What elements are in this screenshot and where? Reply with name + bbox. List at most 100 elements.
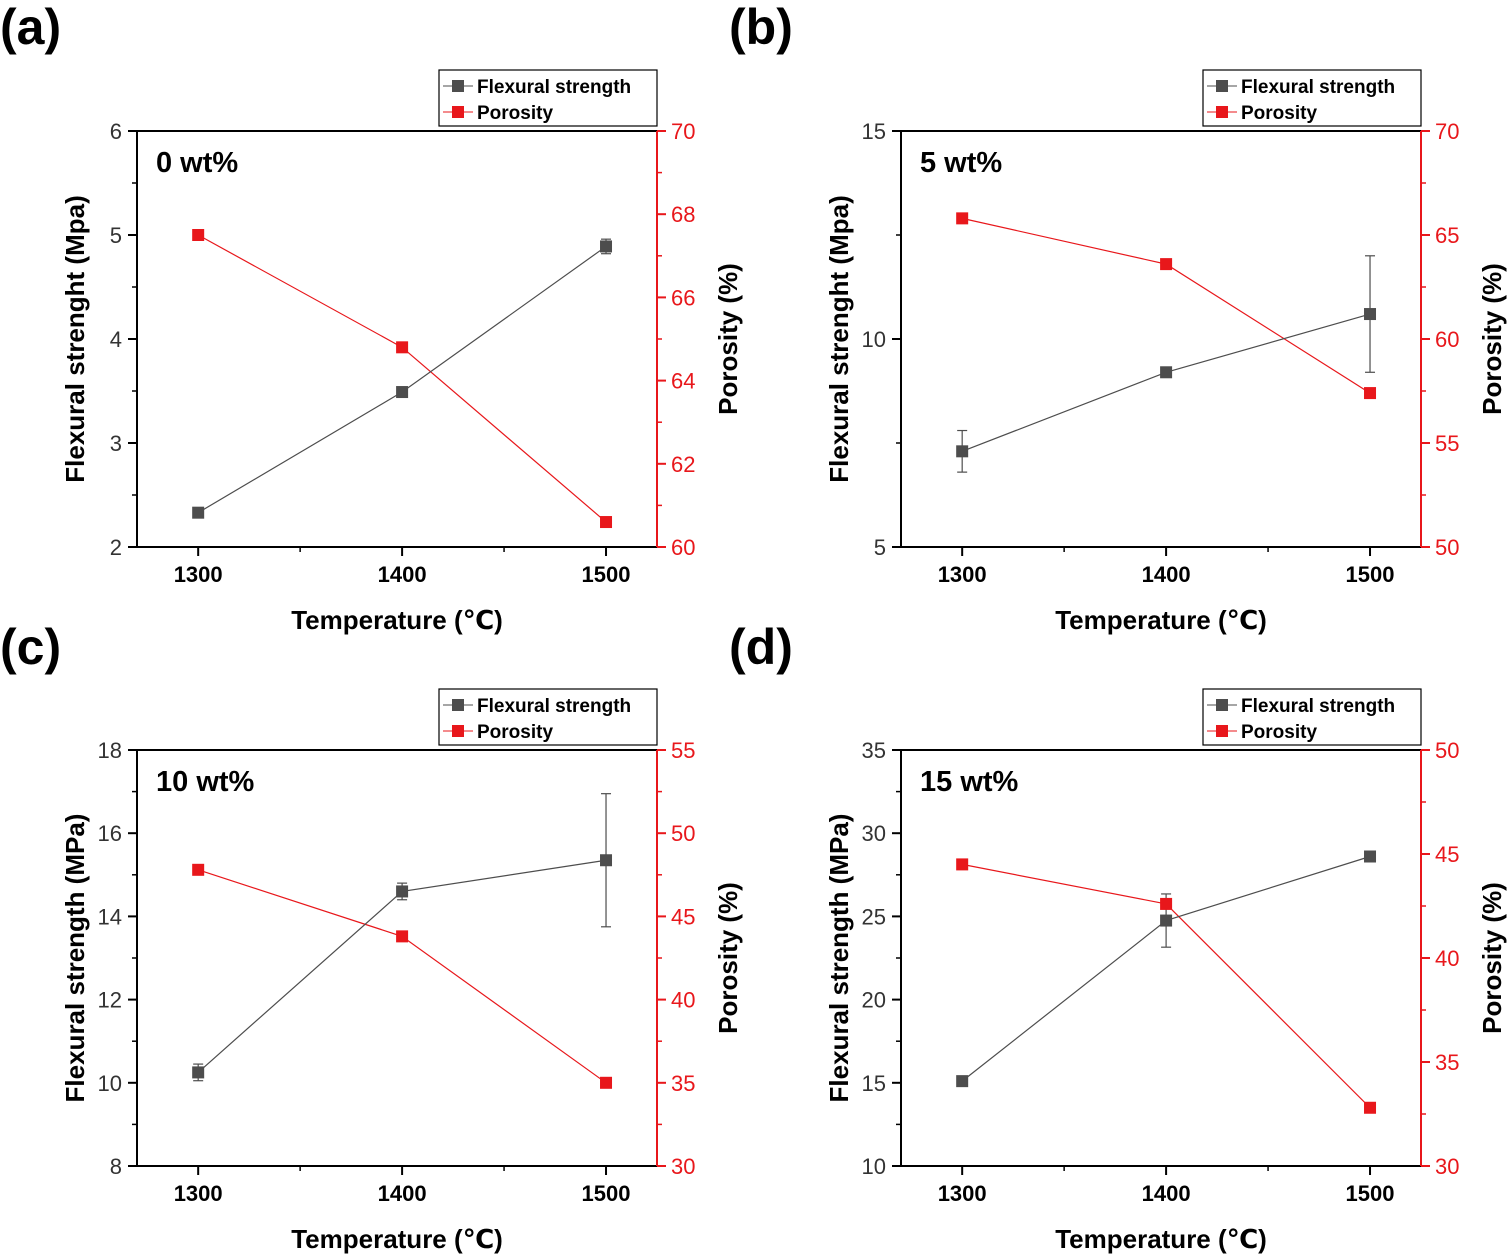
y-tick-label: 5 — [874, 535, 886, 560]
y-tick-label: 3 — [110, 431, 122, 456]
x-tick-label: 1300 — [938, 1181, 987, 1206]
y2-tick-label: 40 — [671, 988, 695, 1013]
y2-tick-label: 40 — [1435, 946, 1459, 971]
y-tick-label: 12 — [98, 988, 122, 1013]
legend-marker — [452, 725, 464, 737]
y2-tick-label: 68 — [671, 202, 695, 227]
chart-panel-1: (a) 1300 1400 1500 2 3 4 5 6 60 62 64 66 68 70 Temperat… — [0, 0, 743, 635]
y2-tick-label: 50 — [671, 821, 695, 846]
y-tick-label: 15 — [862, 1071, 886, 1096]
x-tick-label: 1300 — [174, 562, 223, 587]
x-tick-label: 1400 — [378, 562, 427, 587]
legend-item-porosity: Porosity — [477, 103, 553, 124]
porosity-point — [956, 212, 969, 225]
legend-marker — [452, 106, 464, 118]
y-axis-label: Flexural strength (MPa) — [824, 814, 854, 1103]
y-tick-label: 4 — [110, 327, 122, 352]
chart-panel-4: (d) 1300 1400 1500 10 15 20 25 30 35 30 35 40 45 50 Tem… — [729, 619, 1507, 1254]
y2-axis-label: Porosity (%) — [1477, 263, 1507, 415]
legend: Flexural strength Porosity — [438, 688, 658, 746]
porosity-point — [956, 858, 969, 871]
x-tick-label: 1500 — [1346, 1181, 1395, 1206]
composition-annotation: 10 wt% — [156, 766, 255, 798]
legend-marker — [1216, 106, 1228, 118]
y2-tick-label: 64 — [671, 369, 695, 394]
x-tick-label: 1300 — [174, 1181, 223, 1206]
legend: Flexural strength Porosity — [1202, 69, 1422, 127]
flexural-strength-point — [1364, 850, 1377, 863]
x-axis-label: Temperature (℃) — [291, 605, 503, 635]
legend-box — [438, 688, 658, 746]
y-tick-label: 10 — [862, 327, 886, 352]
y-tick-label: 25 — [862, 904, 886, 929]
legend-marker — [452, 699, 464, 711]
y2-tick-label: 35 — [1435, 1050, 1459, 1075]
porosity-point — [396, 930, 409, 943]
flexural-strength-point — [1364, 308, 1377, 321]
y2-tick-label: 60 — [671, 535, 695, 560]
flexural-strength-point — [396, 885, 409, 898]
flexural-strength-point — [600, 854, 613, 867]
legend-marker — [1216, 699, 1228, 711]
y-tick-label: 5 — [110, 223, 122, 248]
legend-item-porosity: Porosity — [477, 722, 553, 743]
y-axis-label: Flexural strenght (Mpa) — [60, 195, 90, 482]
porosity-line — [197, 869, 607, 1084]
y2-tick-label: 66 — [671, 285, 695, 310]
flexural-strength-point — [1160, 366, 1173, 379]
y-axis-label: Flexural strenght (Mpa) — [824, 195, 854, 482]
y-axis-label: Flexural strength (MPa) — [60, 814, 90, 1103]
y2-tick-label: 70 — [671, 119, 695, 144]
porosity-point — [1160, 897, 1173, 910]
chart-panel-2: (b) 1300 1400 1500 5 10 15 50 55 60 65 70 Temperatur… — [729, 0, 1507, 635]
legend-marker — [1216, 725, 1228, 737]
legend-item-porosity: Porosity — [1241, 103, 1317, 124]
flexural-strength-point — [1160, 914, 1173, 927]
x-tick-label: 1500 — [582, 1181, 631, 1206]
flexural-strength-line — [197, 245, 607, 514]
x-axis-label: Temperature (℃) — [291, 1224, 503, 1254]
panel-label: (c) — [0, 619, 61, 675]
y-tick-label: 35 — [862, 738, 886, 763]
panel-label: (b) — [729, 0, 793, 55]
porosity-point — [1364, 1101, 1377, 1114]
y-tick-label: 18 — [98, 738, 122, 763]
flexural-strength-point — [192, 506, 205, 519]
legend-item-porosity: Porosity — [1241, 722, 1317, 743]
chart-panel-3: (c) 1300 1400 1500 8 10 12 14 16 18 30 35 40 45 50 55 Te… — [0, 619, 743, 1254]
x-tick-label: 1400 — [378, 1181, 427, 1206]
y-tick-label: 20 — [862, 988, 886, 1013]
porosity-point — [600, 516, 613, 529]
y2-tick-label: 30 — [671, 1154, 695, 1179]
composition-annotation: 5 wt% — [920, 147, 1002, 179]
y-tick-label: 2 — [110, 535, 122, 560]
y2-tick-label: 45 — [671, 904, 695, 929]
flexural-strength-point — [956, 1075, 969, 1088]
legend: Flexural strength Porosity — [1202, 688, 1422, 746]
x-tick-label: 1300 — [938, 562, 987, 587]
legend-item-strength: Flexural strength — [477, 696, 631, 717]
legend-item-strength: Flexural strength — [1241, 77, 1395, 98]
flexural-strength-line — [961, 313, 1371, 452]
y2-tick-label: 50 — [1435, 535, 1459, 560]
y2-axis-label: Porosity (%) — [1477, 882, 1507, 1034]
legend-marker — [452, 80, 464, 92]
y2-tick-label: 55 — [671, 738, 695, 763]
x-tick-label: 1400 — [1142, 1181, 1191, 1206]
panel-label: (a) — [0, 0, 61, 55]
y2-tick-label: 62 — [671, 452, 695, 477]
x-tick-label: 1500 — [1346, 562, 1395, 587]
y-tick-label: 10 — [862, 1154, 886, 1179]
porosity-point — [1160, 258, 1173, 271]
y-tick-label: 30 — [862, 821, 886, 846]
y-tick-label: 15 — [862, 119, 886, 144]
y2-tick-label: 50 — [1435, 738, 1459, 763]
y-tick-label: 14 — [98, 904, 122, 929]
porosity-point — [192, 863, 205, 876]
flexural-strength-point — [396, 386, 409, 399]
y-tick-label: 10 — [98, 1071, 122, 1096]
flexural-strength-point — [600, 240, 613, 253]
panel-label: (d) — [729, 619, 793, 675]
porosity-point — [1364, 387, 1377, 400]
